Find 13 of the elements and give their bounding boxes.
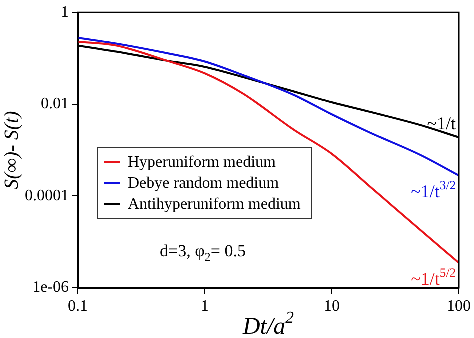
y-tick-label: 0.01 xyxy=(41,96,69,113)
y-tick-label: 0.0001 xyxy=(25,187,69,204)
legend-label: Antihyperuniform medium xyxy=(128,196,302,214)
y-axis-title: S(∞)- S(t) xyxy=(1,110,23,190)
x-tick-label: 10 xyxy=(324,298,340,315)
x-tick-label: 1 xyxy=(201,298,209,315)
x-tick-label: 100 xyxy=(447,298,471,315)
legend-label: Debye random medium xyxy=(128,175,280,192)
y-tick-label: 1 xyxy=(61,4,69,21)
x-tick-label: 0.1 xyxy=(68,298,88,315)
annotation: ~1/t xyxy=(427,114,456,134)
y-tick-label: 1e-06 xyxy=(32,279,69,296)
legend-label: Hyperuniform medium xyxy=(128,154,277,172)
